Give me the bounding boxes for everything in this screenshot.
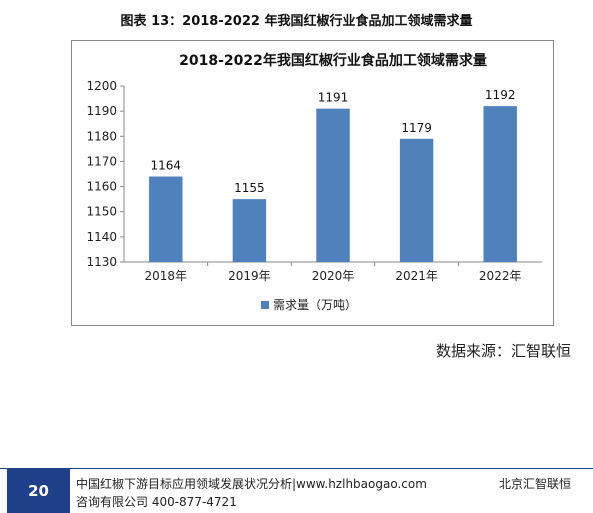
data-label: 1191 xyxy=(318,91,349,105)
chart-title: 2018-2022年我国红椒行业食品加工领域需求量 xyxy=(179,52,487,69)
x-tick-label: 2020年 xyxy=(312,269,355,283)
bar xyxy=(316,108,350,262)
y-tick-label: 1130 xyxy=(86,255,117,269)
x-tick-label: 2021年 xyxy=(395,269,438,283)
data-source: 数据来源：汇智联恒 xyxy=(435,342,571,360)
bar-chart: 2018-2022年我国红椒行业食品加工领域需求量 1130 1140 1150 116… xyxy=(86,52,542,312)
figure-caption: 图表 13：2018-2022 年我国红椒行业食品加工领域需求量 xyxy=(120,14,473,29)
x-tick-label: 2019年 xyxy=(228,269,271,283)
page-number: 20 xyxy=(7,469,70,513)
y-tick-label: 1140 xyxy=(86,230,117,244)
y-tick-label: 1150 xyxy=(86,205,117,219)
y-tick-label: 1200 xyxy=(86,79,117,93)
y-tick-label: 1180 xyxy=(86,129,117,143)
footer-contact: 咨询有限公司 400-877-4721 xyxy=(76,495,237,509)
data-label: 1164 xyxy=(151,159,182,173)
chart-frame: 2018-2022年我国红椒行业食品加工领域需求量 1130 1140 1150 116… xyxy=(71,40,554,326)
data-label: 1179 xyxy=(401,121,432,135)
x-tick-label: 2022年 xyxy=(479,269,522,283)
footer-company: 北京汇智联恒 xyxy=(498,477,571,491)
page-footer: 20 中国红椒下游目标应用领域发展状况分析|www.hzlhbaogao.com… xyxy=(0,468,593,513)
y-tick-label: 1160 xyxy=(86,180,117,194)
bar xyxy=(232,199,267,262)
y-tick-label: 1190 xyxy=(86,104,117,118)
y-tick-label: 1170 xyxy=(86,154,117,168)
footer-report-title: 中国红椒下游目标应用领域发展状况分析|www.hzlhbaogao.com xyxy=(76,477,427,491)
data-label: 1155 xyxy=(234,181,265,195)
x-tick-label: 2018年 xyxy=(145,269,188,283)
legend-label: 需求量（万吨） xyxy=(273,298,357,312)
bar xyxy=(399,138,434,262)
bar xyxy=(149,176,183,262)
data-label: 1192 xyxy=(485,88,516,102)
bar xyxy=(483,106,517,262)
legend-swatch xyxy=(261,301,269,309)
